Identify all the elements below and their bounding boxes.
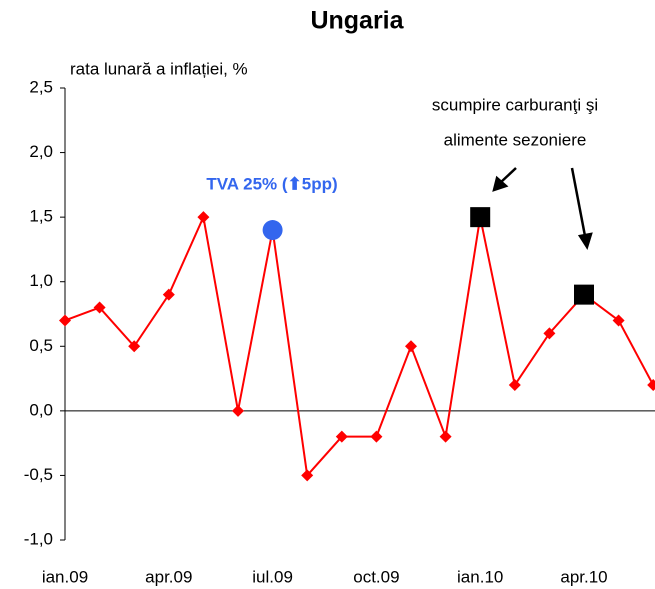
point [232, 404, 244, 417]
point [335, 430, 348, 443]
y-tick-label: -0,5 [24, 465, 53, 484]
y-tick-label: -1,0 [24, 529, 53, 548]
point [301, 469, 314, 482]
y-tick-label: 0,0 [29, 400, 53, 419]
y-tick-label: 2,5 [29, 77, 53, 96]
x-tick-label: oct.09 [353, 567, 399, 586]
point [543, 327, 556, 340]
y-axis-title: rata lunară a inflației, % [70, 59, 248, 78]
point [162, 288, 175, 301]
arrow-head [577, 232, 593, 250]
y-tick-label: 1,0 [29, 271, 53, 290]
x-tick-label: ian.10 [457, 567, 503, 586]
point [128, 340, 141, 353]
highlight-point [470, 207, 491, 228]
annotation: alimente sezoniere [444, 130, 587, 149]
y-tick-label: 2,0 [29, 142, 53, 161]
x-tick-label: iul.09 [252, 567, 293, 586]
point [370, 430, 383, 443]
point [405, 340, 417, 353]
annotation: scumpire carburanţi şi [432, 95, 598, 114]
point [439, 430, 452, 443]
point [197, 211, 210, 224]
arrows [492, 167, 593, 250]
y-tick-label: 0,5 [29, 336, 53, 355]
point [612, 314, 625, 327]
arrow-head [492, 175, 509, 192]
x-tick-label: apr.09 [145, 567, 192, 586]
highlight-point [262, 220, 283, 241]
highlight-point [574, 284, 594, 305]
line [64, 213, 655, 478]
point [59, 314, 71, 327]
x-tick-label: apr.10 [560, 567, 607, 586]
x-tick-label: ian.09 [42, 567, 88, 586]
arrow [499, 167, 517, 184]
point [93, 301, 106, 314]
point [508, 379, 521, 392]
annotation: TVA 25% (⬆5pp) [206, 174, 337, 193]
chart-title: Ungaria [310, 7, 404, 35]
y-tick-label: 1,5 [29, 207, 53, 226]
arrow [570, 167, 587, 237]
point [647, 379, 655, 392]
